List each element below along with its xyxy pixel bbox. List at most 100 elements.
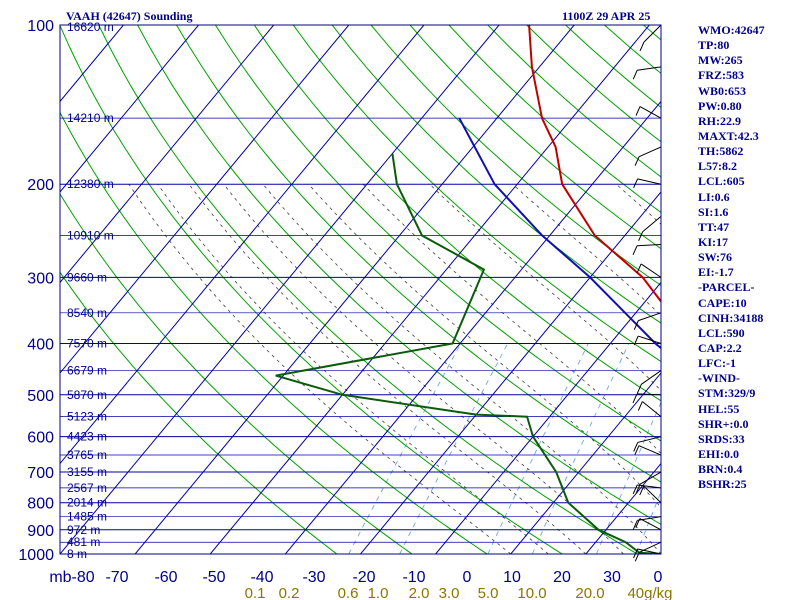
pressure-tick-label: 100 <box>27 18 54 35</box>
mixing-ratio-label: 0.6 <box>338 585 359 600</box>
moist-adiabat-line <box>262 183 661 554</box>
wind-barb <box>638 312 662 322</box>
wind-barb-feather <box>633 320 639 330</box>
moist-adiabat-line <box>362 183 661 455</box>
pressure-tick-label: 800 <box>27 496 54 513</box>
wind-barb <box>643 24 662 43</box>
mixing-ratio-labels: 0.1 0.2 0.6 1.0 2.0 3.0 5.0 10.0 20.0 40g/kg <box>245 585 673 600</box>
index-item: -PARCEL- <box>698 280 755 295</box>
wind-barb-feather <box>632 70 638 80</box>
temperature-tick-label: -20 <box>352 569 375 586</box>
temperature-tick-label: -70 <box>105 569 128 586</box>
isotherm-line <box>284 100 661 554</box>
wind-barb <box>639 518 662 531</box>
index-item: LI:0.6 <box>698 189 730 204</box>
wind-barb-feather <box>632 245 638 255</box>
temperature-labels: mb-80 -70 -60 -50 -40 -30 -20 -10 0 10 20 30 0 <box>49 569 662 586</box>
height-label: 972 m <box>67 523 100 537</box>
observation-time: 1100Z 29 APR 25 <box>562 9 651 23</box>
isotherm-line <box>60 25 350 374</box>
height-label: 5123 m <box>67 410 107 424</box>
moist-adiabat-line <box>157 183 549 554</box>
parcel-line <box>458 117 661 350</box>
index-item: BSHR:25 <box>698 477 747 492</box>
moist-adiabat-line <box>188 183 587 554</box>
wind-barb <box>639 106 662 119</box>
mixing-ratio-line <box>531 343 630 554</box>
height-labels: 16620 m 14210 m 12380 m 10910 m 9660 m 8540 m… <box>67 20 114 561</box>
mixing-ratio-line <box>487 343 589 554</box>
height-label: 481 m <box>67 535 100 549</box>
wind-barb-feather <box>636 384 642 394</box>
temperature-tick-label: 0 <box>463 569 472 586</box>
pressure-tick-label: 900 <box>27 523 54 540</box>
temperature-line <box>528 25 661 304</box>
pressure-tick-label: 700 <box>27 465 54 482</box>
isotherm-line <box>510 372 661 554</box>
wind-barb-feather <box>634 156 640 166</box>
dry-adiabats <box>60 25 661 554</box>
pressure-tick-label: 600 <box>27 430 54 447</box>
height-label: 12380 m <box>67 177 114 191</box>
dry-adiabat-line <box>253 25 661 402</box>
pressure-tick-label: 400 <box>27 336 54 353</box>
isotherm-line <box>60 25 425 465</box>
pressure-tick-label: 200 <box>27 177 54 194</box>
wind-barb <box>639 471 662 485</box>
index-item: STM:329/9 <box>698 386 756 401</box>
height-label: 14210 m <box>67 111 114 125</box>
isotherm-line <box>60 25 199 193</box>
temperature-tick-label: mb-80 <box>49 569 94 586</box>
height-label: 16620 m <box>67 20 114 34</box>
isotherm-line <box>585 462 661 554</box>
isotherm-line <box>60 25 275 284</box>
moist-adiabat-line <box>128 183 512 554</box>
wind-barb-feather <box>633 442 639 452</box>
wind-barb-feather <box>633 178 639 189</box>
height-label: 5870 m <box>67 388 107 402</box>
chart-grid <box>60 25 661 554</box>
temperature-tick-label: 30 <box>603 569 621 586</box>
moist-adiabat-line <box>308 183 661 508</box>
wind-barb-feather <box>637 401 643 411</box>
index-item: HEL:55 <box>698 401 740 416</box>
height-label: 2014 m <box>67 496 107 510</box>
height-label: 1485 m <box>67 510 107 524</box>
index-item: WMO:42647 <box>698 23 765 37</box>
index-item: -WIND- <box>698 371 740 386</box>
dry-adiabat-line <box>137 25 661 525</box>
index-item: MAXT:42.3 <box>698 128 759 143</box>
mixing-ratio-label: 40g/kg <box>627 585 672 600</box>
wind-barb <box>638 146 662 158</box>
index-item: CAP:2.2 <box>698 340 742 355</box>
index-item: SI:1.6 <box>698 204 729 219</box>
wind-barb <box>637 66 662 71</box>
height-label: 3155 m <box>67 465 107 479</box>
mixing-ratio-label: 10.0 <box>517 585 546 600</box>
index-item: SW:76 <box>698 250 733 265</box>
height-label: 10910 m <box>67 229 114 243</box>
height-label: 2567 m <box>67 481 107 495</box>
wind-barb <box>637 484 662 489</box>
isotherm-line <box>209 25 650 554</box>
temperature-tick-label: 10 <box>503 569 521 586</box>
temperature-tick-label: 20 <box>553 569 571 586</box>
pressure-tick-label: 300 <box>27 270 54 287</box>
index-item: LCL:605 <box>698 174 745 189</box>
mixing-ratio-label: 0.1 <box>245 585 266 600</box>
index-item: WB0:653 <box>698 83 746 98</box>
station-title: VAAH (42647) Sounding <box>66 9 193 23</box>
wind-barb <box>642 215 662 233</box>
dry-adiabat-line <box>60 25 564 554</box>
stability-indices-panel: WMO:42647 TP:80 MW:265 FRZ:583 WB0:653 PW:0.8… <box>698 23 798 492</box>
index-item: LCL:590 <box>698 325 745 340</box>
isobars <box>60 25 661 554</box>
height-label: 8540 m <box>67 306 107 320</box>
index-item: KI:17 <box>698 234 728 249</box>
mixing-ratio-label: 5.0 <box>478 585 499 600</box>
mixing-ratio-label: 2.0 <box>409 585 430 600</box>
index-item: EHI:0.0 <box>698 446 740 461</box>
pressure-tick-label: 500 <box>27 388 54 405</box>
wind-barb <box>637 244 662 247</box>
